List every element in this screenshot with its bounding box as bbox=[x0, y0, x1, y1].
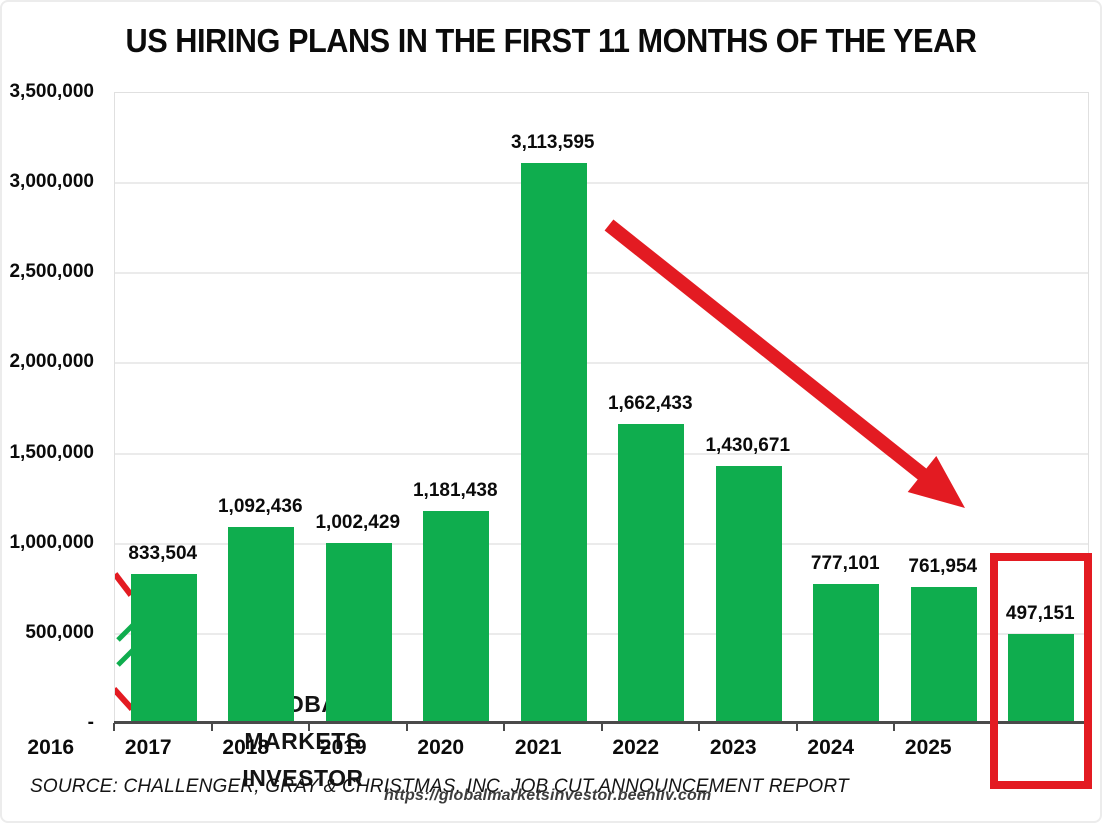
x-axis-tick bbox=[600, 723, 603, 731]
gridline bbox=[115, 272, 1088, 275]
gridline bbox=[115, 542, 1088, 545]
x-tick-label: 2017 bbox=[124, 736, 172, 759]
x-axis-tick bbox=[113, 723, 115, 731]
y-tick-label: 1,500,000 bbox=[9, 441, 94, 463]
y-tick-label: 3,500,000 bbox=[9, 81, 94, 102]
bar-2025 bbox=[1008, 634, 1075, 724]
bar-value-label: 1,092,436 bbox=[217, 496, 303, 518]
watermark-logo-icon bbox=[115, 572, 136, 712]
x-axis-tick bbox=[893, 723, 895, 731]
bar-2020 bbox=[520, 162, 587, 724]
gridline bbox=[115, 362, 1088, 365]
bar-2019 bbox=[423, 511, 490, 724]
x-axis-tick bbox=[698, 723, 700, 731]
bar-value-label: 833,504 bbox=[128, 542, 198, 564]
y-tick-label: 500,000 bbox=[25, 621, 94, 643]
x-axis-line bbox=[114, 721, 1091, 724]
bar-2021 bbox=[618, 424, 685, 724]
x-tick-label: 2021 bbox=[514, 736, 562, 759]
x-tick-label: 2022 bbox=[612, 736, 660, 759]
x-tick-label: 2024 bbox=[807, 736, 855, 759]
y-tick-label: 2,500,000 bbox=[9, 261, 94, 283]
bar-2018 bbox=[325, 543, 392, 724]
bar-value-label: 1,662,433 bbox=[607, 393, 693, 415]
bar-2024 bbox=[910, 586, 977, 724]
x-axis-labels: 2016 2017 2018 2019 2020 2021 2022 2023 2024 2025 bbox=[2, 736, 1100, 764]
bar-value-label: 761,954 bbox=[908, 555, 978, 577]
y-tick-label: - bbox=[87, 712, 94, 733]
y-tick-label: 2,000,000 bbox=[9, 351, 94, 373]
highlight-box-2025 bbox=[990, 553, 1092, 789]
bar-value-label: 497,151 bbox=[1005, 603, 1075, 625]
bar-value-label: 1,002,429 bbox=[315, 512, 401, 534]
y-tick-label: 1,000,000 bbox=[9, 531, 94, 553]
x-axis-tick bbox=[308, 723, 310, 731]
x-tick-label: 2020 bbox=[417, 736, 465, 759]
bar-value-label: 777,101 bbox=[810, 552, 880, 574]
y-axis-labels: 3,500,000 3,000,000 2,500,000 2,000,000 1,50… bbox=[2, 2, 94, 821]
x-axis-tick bbox=[503, 723, 505, 731]
bar-value-label: 1,181,438 bbox=[412, 480, 498, 501]
gridline bbox=[115, 452, 1088, 455]
x-tick-label: 2016 bbox=[27, 736, 75, 759]
bar-2017 bbox=[228, 527, 295, 724]
x-tick-label: 2018 bbox=[222, 736, 270, 759]
watermark-url: https://globalmarketsinvestor.beehiiv.co… bbox=[384, 787, 712, 804]
x-tick-label: 2023 bbox=[709, 736, 757, 759]
bar-2023 bbox=[813, 583, 880, 724]
x-tick-label: 2025 bbox=[904, 736, 952, 759]
chart-title: US HIRING PLANS IN THE FIRST 11 MONTHS O… bbox=[125, 22, 977, 59]
source-note: SOURCE: CHALLENGER, GRAY & CHRISTMAS, IN… bbox=[30, 776, 849, 797]
watermark-line: INVESTOR bbox=[242, 765, 364, 791]
bar-2016 bbox=[130, 573, 197, 724]
x-axis-tick bbox=[405, 723, 408, 731]
watermark-line: MARKETS bbox=[244, 728, 362, 754]
bar-value-label: 3,113,595 bbox=[511, 131, 595, 153]
x-tick-label: 2019 bbox=[319, 736, 367, 759]
y-tick-label: 3,000,000 bbox=[9, 171, 94, 193]
gridline bbox=[115, 182, 1088, 185]
x-axis-tick bbox=[210, 723, 213, 731]
bar-value-label: 1,430,671 bbox=[705, 435, 791, 457]
bar-2022 bbox=[715, 466, 782, 724]
x-axis-tick bbox=[795, 723, 798, 731]
gridline bbox=[115, 632, 1088, 635]
bars bbox=[115, 93, 1088, 724]
plot-area: GLOBAL MARKETS INVESTOR https://globalmark… bbox=[114, 92, 1089, 804]
